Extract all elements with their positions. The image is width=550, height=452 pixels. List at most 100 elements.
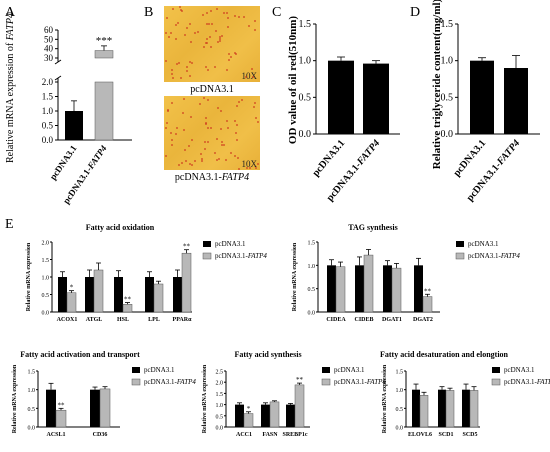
category-label: ATGL (86, 317, 103, 323)
y-tick-label: 2.0 (42, 77, 54, 87)
significance-mark: * (70, 284, 74, 292)
bar (419, 395, 429, 428)
legend-swatch (492, 367, 500, 373)
category-label: ACSL1 (46, 432, 65, 438)
y-tick-label: 0.0 (308, 311, 316, 317)
bar (94, 50, 114, 59)
bar (412, 389, 420, 427)
y-tick-label: 50 (44, 34, 54, 44)
category-label: pcDNA3.1 (310, 138, 347, 179)
legend-label: pcDNA3.1 (144, 366, 175, 374)
bar (181, 252, 192, 313)
bar (328, 60, 354, 134)
bar (235, 404, 244, 427)
bar (55, 409, 67, 428)
bar (145, 277, 154, 312)
y-tick-label: 2.5 (216, 370, 224, 376)
category-label: SCD1 (438, 432, 453, 438)
category-label: SCD5 (462, 432, 477, 438)
bar (99, 388, 111, 428)
bar (327, 265, 336, 312)
bar (445, 390, 455, 428)
y-tick-label: 1.0 (441, 56, 454, 67)
bar (243, 413, 254, 428)
chart-title: Fatty acid desaturation and elongtion (380, 350, 509, 359)
y-tick-label: 2.0 (42, 241, 50, 247)
legend-swatch (132, 367, 140, 373)
y-tick-label: 0.5 (441, 92, 454, 103)
label-gene: FATP4 (495, 138, 523, 168)
legend-swatch (322, 367, 330, 373)
y-tick-label: 0.0 (28, 426, 36, 432)
legend-label: pcDNA3.1-FATP4 (468, 252, 520, 260)
y-tick-label: 1.0 (396, 388, 404, 394)
legend-swatch (455, 252, 465, 260)
significance-mark: ** (58, 401, 66, 409)
y-tick-label: 0.0 (396, 426, 404, 432)
legend-label: pcDNA3.1 (504, 366, 535, 374)
category-label: ACC1 (236, 432, 252, 438)
bar (269, 401, 280, 428)
label-prefix: pcDNA3.1- (465, 160, 504, 203)
bar (114, 277, 123, 312)
y-tick-label: 40 (44, 44, 54, 54)
category-label: pcDNA3.1 (48, 143, 79, 182)
y-tick-label: 1.0 (299, 56, 312, 67)
y-tick-label: 0.5 (42, 293, 50, 299)
category-label: pcDNA3.1 (451, 138, 488, 179)
y-axis-label: Relative triglyceride content(mg/ml) (431, 0, 443, 169)
bar (422, 296, 433, 313)
bar (294, 384, 305, 428)
bar (94, 81, 114, 141)
category-label: FASN (262, 432, 278, 438)
y-tick-label: 1.5 (396, 370, 404, 376)
axis-break-mark (54, 59, 62, 65)
label-gene: FATP4 (355, 138, 383, 168)
legend-swatch (202, 252, 212, 260)
chart-title: Fatty acid synthesis (234, 350, 301, 359)
y-tick-label: 1.5 (299, 19, 312, 30)
y-tick-label: 60 (44, 25, 54, 35)
label-gene: FATP4 (85, 143, 109, 171)
oil-red-photo-control: 10X (164, 6, 260, 82)
category-label: CIDEB (354, 317, 373, 323)
significance-mark: ** (183, 243, 191, 251)
y-tick-label: 1.0 (28, 388, 36, 394)
y-tick-label: 0.0 (42, 311, 50, 317)
bar (335, 266, 346, 313)
bar (261, 404, 270, 427)
y-tick-label: 0.0 (299, 129, 312, 140)
y-tick-label: 0.5 (299, 92, 312, 103)
bar (391, 267, 402, 313)
significance-mark: * (247, 405, 251, 413)
significance-mark: *** (96, 35, 113, 47)
label-prefix: pcDNA3.1- (325, 160, 364, 203)
bar (122, 304, 133, 313)
category-label: ELOVL6 (408, 432, 432, 438)
category-label: SREBP1c (282, 432, 307, 438)
photo-caption-control: pcDNA3.1 (190, 84, 234, 95)
category-label: DGAT2 (413, 317, 433, 323)
bar (462, 389, 470, 427)
category-label: PPARα (173, 317, 193, 323)
panel-letter-c: C (272, 5, 281, 20)
legend-label: pcDNA3.1-FATP4 (334, 378, 386, 386)
panel-letter-b: B (144, 5, 153, 20)
bar (46, 389, 56, 427)
label-prefix: pcDNA3.1- (61, 165, 94, 206)
panel-letter-d: D (410, 5, 420, 20)
y-tick-label: 1.5 (42, 258, 50, 264)
significance-mark: ** (124, 296, 132, 304)
y-tick-label: 0.5 (396, 407, 404, 413)
significance-mark: ** (424, 287, 432, 295)
legend-label: pcDNA3.1 (468, 240, 499, 248)
y-axis-label: Relative mRNA expression (292, 242, 298, 311)
y-tick-label: 1.5 (441, 19, 454, 30)
legend-label: pcDNA3.1 (215, 240, 246, 248)
axis-break-mark (54, 75, 62, 81)
bar (58, 277, 67, 312)
legend-label: pcDNA3.1 (334, 366, 365, 374)
legend-swatch (456, 241, 464, 247)
magnification-label: 10X (241, 71, 258, 81)
y-axis-label: Relative mRNA expression (202, 364, 208, 433)
